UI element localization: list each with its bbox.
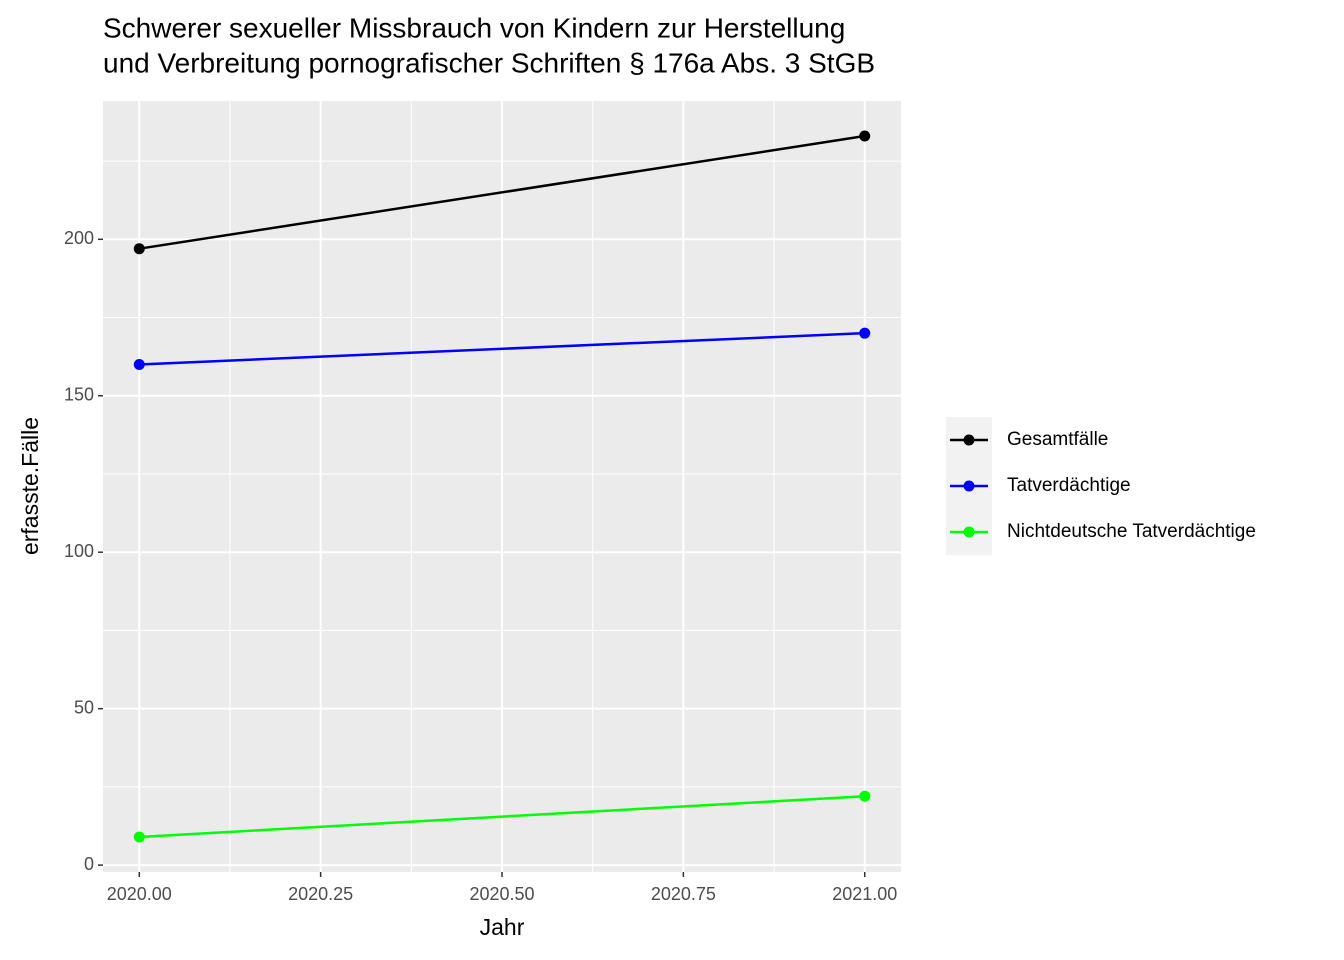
point xyxy=(133,831,145,843)
series-line xyxy=(139,331,865,366)
point xyxy=(859,130,871,142)
x-tick-label: 2020.25 xyxy=(288,884,353,904)
point xyxy=(133,358,145,370)
legend-label: Gesamtfälle xyxy=(1007,429,1108,450)
point xyxy=(859,327,871,339)
x-tick-label: 2020.75 xyxy=(651,884,716,904)
x-tick-label: 2021.00 xyxy=(832,884,897,904)
x-tick-label: 2020.50 xyxy=(469,884,534,904)
chart-title: und Verbreitung pornografischer Schrifte… xyxy=(103,47,875,78)
marks xyxy=(133,130,871,843)
y-tick-label: 0 xyxy=(84,854,94,874)
y-tick-label: 150 xyxy=(64,385,94,405)
x-axis-title: Jahr xyxy=(480,914,525,940)
x-tick-label: 2020.00 xyxy=(107,884,172,904)
y-axis-title: erfasste.Fälle xyxy=(17,417,43,555)
point xyxy=(859,790,871,802)
legend-label: Tatverdächtige xyxy=(1007,475,1131,496)
y-tick-label: 200 xyxy=(64,228,94,248)
y-tick-label: 50 xyxy=(74,697,94,717)
point xyxy=(133,243,145,255)
legend-key-point xyxy=(963,480,975,492)
legend-key-point xyxy=(963,434,975,446)
chart-title: Schwerer sexueller Missbrauch von Kinder… xyxy=(103,12,845,43)
legend: Gesamtfälle Tatverdächtige Nichtdeutsche T… xyxy=(946,417,1256,555)
y-tick-label: 100 xyxy=(64,541,94,561)
series-line xyxy=(139,795,865,839)
series-line xyxy=(139,134,865,250)
legend-key-point xyxy=(963,526,975,538)
legend-label: Nichtdeutsche Tatverdächtige xyxy=(1007,521,1256,542)
grid xyxy=(103,101,901,872)
